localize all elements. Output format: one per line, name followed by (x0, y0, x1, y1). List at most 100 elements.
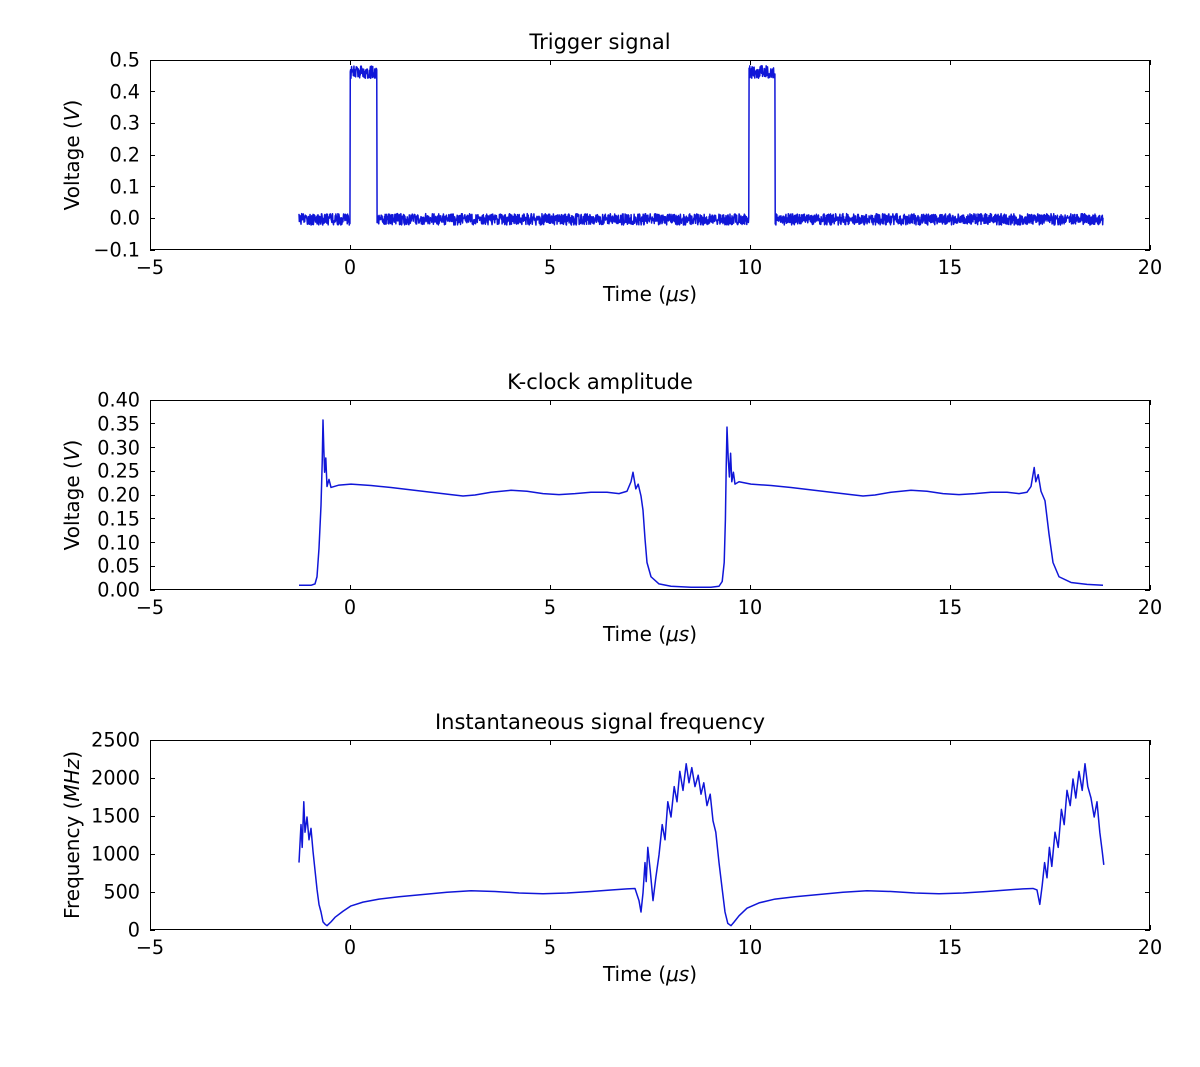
ytick-label: 0.40 (80, 389, 140, 412)
ytick-mark (150, 518, 155, 519)
xtick-label: −5 (136, 596, 164, 619)
ytick-mark (150, 60, 155, 61)
ytick-label: 1000 (80, 843, 140, 866)
data-trace (299, 420, 1103, 587)
xtick-mark (1150, 60, 1151, 65)
xtick-label: 0 (344, 936, 356, 959)
xtick-mark (950, 925, 951, 930)
xtick-label: 15 (938, 256, 962, 279)
ytick-mark (1145, 566, 1150, 567)
xtick-label: 5 (544, 596, 556, 619)
xtick-label: 5 (544, 256, 556, 279)
xtick-label: 20 (1138, 256, 1162, 279)
ytick-label: 0.3 (80, 112, 140, 135)
ytick-label: 0.35 (80, 412, 140, 435)
subplot-freq-title: Instantaneous signal frequency (0, 710, 1200, 734)
ytick-mark (150, 218, 155, 219)
ytick-label: 0.20 (80, 484, 140, 507)
xtick-mark (950, 740, 951, 745)
xtick-mark (350, 400, 351, 405)
xtick-label: 10 (738, 256, 762, 279)
xtick-mark (550, 585, 551, 590)
ytick-label: 0.30 (80, 436, 140, 459)
xtick-mark (750, 245, 751, 250)
ytick-mark (1145, 590, 1150, 591)
xtick-mark (950, 245, 951, 250)
ytick-mark (1145, 91, 1150, 92)
ytick-label: 1500 (80, 805, 140, 828)
plot-area-trigger (150, 60, 1150, 250)
ytick-mark (1145, 542, 1150, 543)
ytick-mark (1145, 930, 1150, 931)
xtick-label: 15 (938, 936, 962, 959)
ytick-mark (1145, 123, 1150, 124)
ytick-mark (150, 892, 155, 893)
ytick-label: 2000 (80, 767, 140, 790)
ytick-label: 500 (80, 881, 140, 904)
xtick-label: −5 (136, 936, 164, 959)
ytick-label: 0 (80, 919, 140, 942)
xlabel-trigger: Time (μs) (150, 282, 1150, 306)
xtick-mark (1150, 740, 1151, 745)
trace-svg (151, 61, 1151, 251)
ytick-label: 0.0 (80, 207, 140, 230)
ytick-label: −0.1 (80, 239, 140, 262)
ytick-mark (1145, 250, 1150, 251)
xtick-mark (550, 60, 551, 65)
xtick-label: −5 (136, 256, 164, 279)
ytick-mark (150, 740, 155, 741)
xtick-mark (350, 245, 351, 250)
xtick-mark (550, 245, 551, 250)
subplot-kclock-title: K-clock amplitude (0, 370, 1200, 394)
xtick-mark (350, 925, 351, 930)
ytick-mark (150, 91, 155, 92)
ytick-mark (1145, 816, 1150, 817)
xtick-mark (950, 60, 951, 65)
ytick-mark (150, 400, 155, 401)
plot-area-freq (150, 740, 1150, 930)
ytick-mark (1145, 155, 1150, 156)
trace-svg (151, 401, 1151, 591)
ytick-mark (150, 590, 155, 591)
ytick-mark (150, 186, 155, 187)
ytick-mark (150, 495, 155, 496)
data-trace (299, 66, 1103, 225)
xtick-mark (350, 740, 351, 745)
ytick-label: 0.1 (80, 175, 140, 198)
ytick-label: 0.4 (80, 80, 140, 103)
xtick-label: 15 (938, 596, 962, 619)
ytick-mark (1145, 60, 1150, 61)
ytick-mark (150, 471, 155, 472)
ytick-label: 0.15 (80, 507, 140, 530)
ytick-mark (150, 447, 155, 448)
ytick-mark (150, 542, 155, 543)
ytick-mark (1145, 400, 1150, 401)
ytick-label: 0.25 (80, 460, 140, 483)
xtick-label: 0 (344, 596, 356, 619)
ytick-mark (1145, 740, 1150, 741)
ytick-mark (1145, 892, 1150, 893)
ytick-mark (150, 816, 155, 817)
ytick-mark (150, 123, 155, 124)
ytick-label: 0.2 (80, 144, 140, 167)
figure: Trigger signal Voltage (V) Time (μs) K-c… (0, 0, 1200, 1067)
xtick-mark (550, 740, 551, 745)
xtick-mark (750, 925, 751, 930)
ytick-mark (1145, 518, 1150, 519)
ytick-mark (150, 854, 155, 855)
ytick-label: 0.05 (80, 555, 140, 578)
ytick-label: 2500 (80, 729, 140, 752)
xtick-label: 20 (1138, 936, 1162, 959)
xtick-label: 10 (738, 596, 762, 619)
xtick-label: 0 (344, 256, 356, 279)
xtick-mark (950, 585, 951, 590)
ytick-mark (150, 566, 155, 567)
xlabel-kclock: Time (μs) (150, 622, 1150, 646)
ytick-label: 0.5 (80, 49, 140, 72)
ytick-mark (1145, 218, 1150, 219)
xtick-mark (1150, 400, 1151, 405)
xtick-mark (550, 925, 551, 930)
xtick-mark (750, 585, 751, 590)
xtick-mark (350, 60, 351, 65)
xtick-label: 20 (1138, 596, 1162, 619)
